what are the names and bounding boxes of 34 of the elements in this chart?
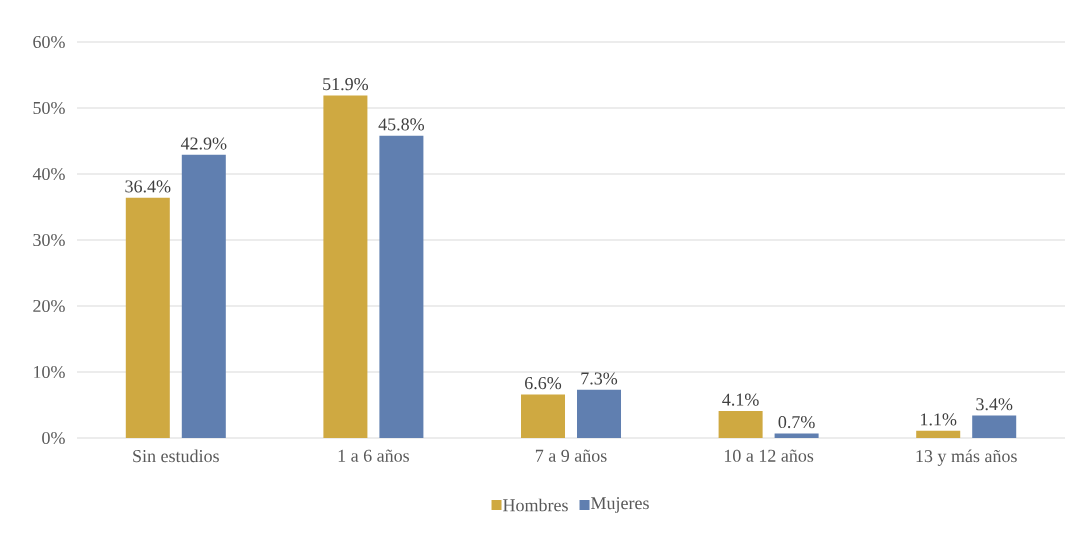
y-tick-label: 20% bbox=[33, 299, 65, 313]
y-tick-label: 40% bbox=[32, 167, 65, 181]
bar bbox=[125, 197, 170, 438]
data-label: 3.4% bbox=[976, 398, 1013, 411]
legend-label: Hombres bbox=[503, 498, 568, 512]
bar bbox=[379, 135, 424, 438]
data-label: 0.7% bbox=[778, 415, 815, 429]
data-label: 51.9% bbox=[323, 78, 369, 91]
bar bbox=[323, 95, 368, 438]
bar bbox=[577, 389, 622, 438]
y-tick-label: 0% bbox=[42, 431, 65, 445]
y-tick-label: 50% bbox=[33, 101, 65, 115]
data-label: 45.8% bbox=[378, 118, 425, 131]
x-tick-label: 13 y más años bbox=[916, 449, 1017, 466]
data-label: 7.3% bbox=[581, 372, 618, 385]
x-tick-label: 1 a 6 años bbox=[338, 449, 409, 462]
bar bbox=[774, 433, 819, 438]
bar bbox=[972, 415, 1017, 438]
data-label: 6.6% bbox=[525, 377, 562, 390]
data-label: 1.1% bbox=[921, 413, 957, 426]
bar bbox=[521, 394, 566, 438]
data-label: 42.9% bbox=[180, 137, 227, 150]
y-tick-label: 60% bbox=[33, 35, 65, 49]
bar bbox=[181, 154, 226, 438]
data-label: 4.1% bbox=[722, 393, 759, 406]
x-tick-label: 7 a 9 años bbox=[535, 449, 607, 462]
data-label: 36.4% bbox=[125, 180, 171, 193]
bar bbox=[718, 410, 763, 438]
legend-label: Mujeres bbox=[591, 497, 649, 513]
y-tick-label: 30% bbox=[33, 233, 65, 247]
x-tick-label: Sin estudios bbox=[133, 449, 219, 463]
y-tick-label: 10% bbox=[34, 365, 65, 379]
x-tick-label: 10 a 12 años bbox=[724, 449, 814, 462]
bar bbox=[916, 430, 961, 438]
